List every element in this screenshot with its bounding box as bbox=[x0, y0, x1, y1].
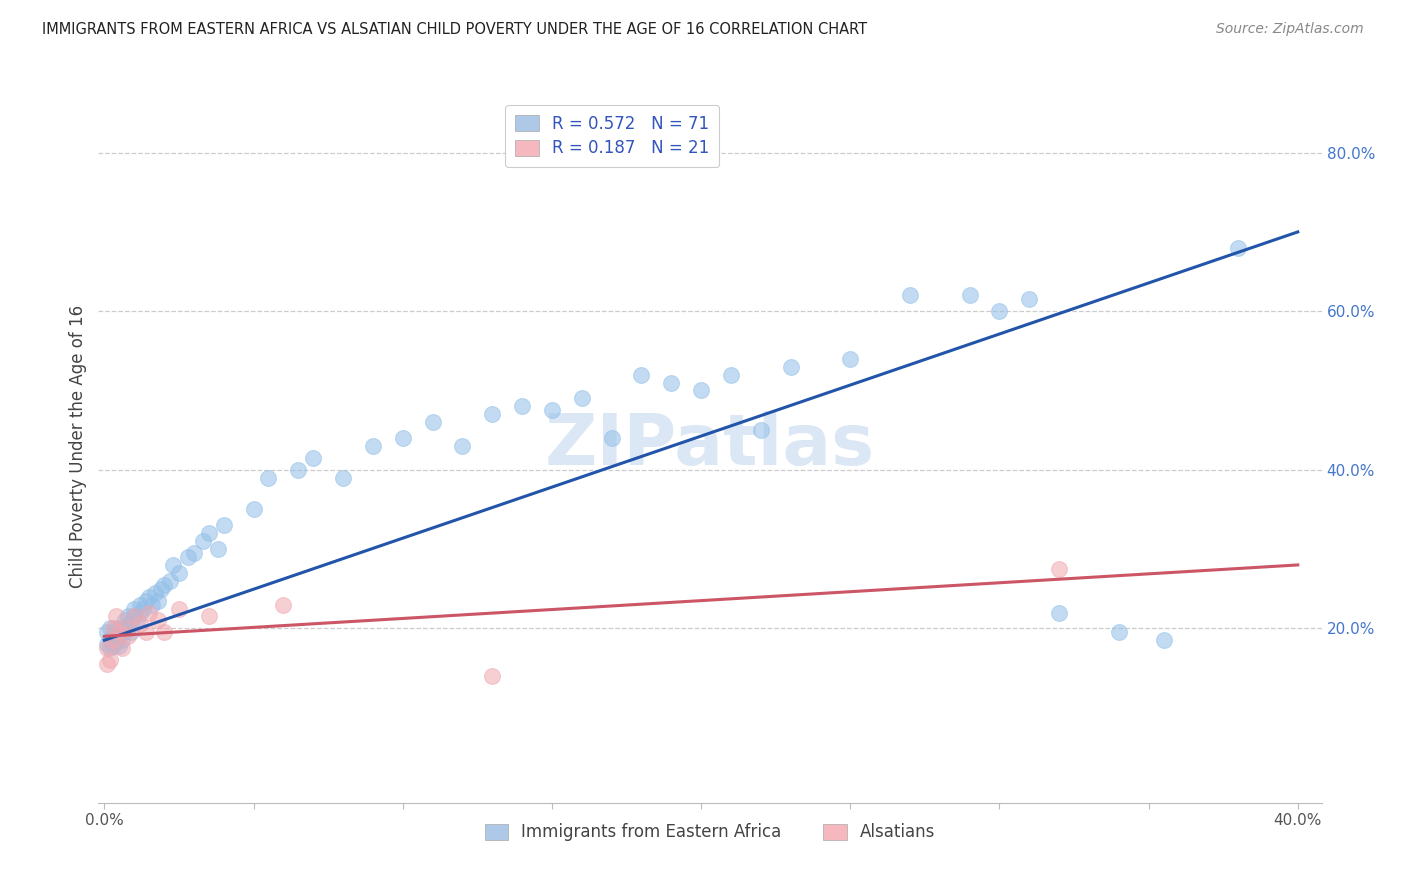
Point bbox=[120, 615, 142, 629]
Point bbox=[111, 641, 134, 656]
Point bbox=[96, 657, 118, 671]
Point bbox=[146, 614, 169, 628]
Point bbox=[630, 368, 652, 382]
Point bbox=[135, 625, 157, 640]
Point bbox=[108, 625, 131, 640]
Point bbox=[143, 585, 166, 599]
Point bbox=[98, 633, 121, 648]
Point bbox=[720, 368, 742, 382]
Point bbox=[103, 629, 125, 643]
Point bbox=[103, 639, 125, 653]
Point bbox=[273, 598, 295, 612]
Point bbox=[332, 471, 354, 485]
Point bbox=[510, 400, 533, 414]
Point bbox=[117, 629, 139, 643]
Point bbox=[146, 593, 169, 607]
Point bbox=[114, 614, 136, 628]
Point bbox=[162, 558, 184, 572]
Point bbox=[153, 625, 176, 640]
Point bbox=[302, 450, 325, 465]
Point bbox=[105, 635, 128, 649]
Point bbox=[988, 304, 1011, 318]
Point bbox=[103, 633, 125, 648]
Point bbox=[361, 439, 384, 453]
Text: Source: ZipAtlas.com: Source: ZipAtlas.com bbox=[1216, 22, 1364, 37]
Point bbox=[959, 288, 981, 302]
Point bbox=[108, 625, 131, 640]
Point bbox=[114, 625, 136, 640]
Text: IMMIGRANTS FROM EASTERN AFRICA VS ALSATIAN CHILD POVERTY UNDER THE AGE OF 16 COR: IMMIGRANTS FROM EASTERN AFRICA VS ALSATI… bbox=[42, 22, 868, 37]
Point bbox=[129, 598, 152, 612]
Point bbox=[659, 376, 682, 390]
Point bbox=[103, 621, 125, 635]
Point bbox=[122, 609, 145, 624]
Point bbox=[111, 621, 134, 635]
Point bbox=[138, 606, 160, 620]
Point bbox=[105, 609, 128, 624]
Text: ZIPatlas: ZIPatlas bbox=[546, 411, 875, 481]
Point bbox=[422, 415, 444, 429]
Point bbox=[96, 641, 118, 656]
Point bbox=[571, 392, 593, 406]
Point bbox=[129, 606, 152, 620]
Point bbox=[183, 546, 205, 560]
Point bbox=[1153, 633, 1175, 648]
Legend: Immigrants from Eastern Africa, Alsatians: Immigrants from Eastern Africa, Alsatian… bbox=[478, 817, 942, 848]
Point bbox=[1047, 606, 1070, 620]
Point bbox=[108, 639, 131, 653]
Point bbox=[127, 614, 149, 628]
Point bbox=[108, 629, 131, 643]
Point bbox=[1047, 562, 1070, 576]
Point bbox=[114, 621, 136, 635]
Point bbox=[600, 431, 623, 445]
Y-axis label: Child Poverty Under the Age of 16: Child Poverty Under the Age of 16 bbox=[69, 304, 87, 588]
Point bbox=[122, 609, 145, 624]
Point bbox=[839, 351, 862, 366]
Point bbox=[159, 574, 181, 588]
Point bbox=[898, 288, 921, 302]
Point bbox=[451, 439, 474, 453]
Point bbox=[153, 578, 176, 592]
Point bbox=[122, 601, 145, 615]
Point bbox=[96, 637, 118, 651]
Point bbox=[287, 463, 309, 477]
Point bbox=[120, 625, 142, 640]
Point bbox=[198, 526, 221, 541]
Point bbox=[1227, 241, 1250, 255]
Point bbox=[481, 407, 503, 421]
Point bbox=[98, 653, 121, 667]
Point bbox=[690, 384, 713, 398]
Point bbox=[779, 359, 801, 374]
Point bbox=[129, 617, 152, 632]
Point bbox=[167, 601, 190, 615]
Point bbox=[242, 502, 264, 516]
Point bbox=[1108, 625, 1130, 640]
Point bbox=[257, 471, 280, 485]
Point bbox=[135, 593, 157, 607]
Point bbox=[541, 403, 564, 417]
Point bbox=[1018, 293, 1040, 307]
Point bbox=[212, 518, 235, 533]
Point bbox=[96, 625, 118, 640]
Point bbox=[105, 621, 128, 635]
Point bbox=[198, 609, 221, 624]
Point bbox=[98, 621, 121, 635]
Point bbox=[177, 549, 200, 564]
Point bbox=[150, 582, 173, 596]
Point bbox=[117, 621, 139, 635]
Point bbox=[481, 669, 503, 683]
Point bbox=[391, 431, 413, 445]
Point bbox=[132, 601, 155, 615]
Point bbox=[207, 542, 229, 557]
Point bbox=[141, 598, 163, 612]
Point bbox=[98, 641, 121, 656]
Point bbox=[138, 590, 160, 604]
Point bbox=[191, 534, 214, 549]
Point bbox=[117, 609, 139, 624]
Point bbox=[749, 423, 772, 437]
Point bbox=[111, 633, 134, 648]
Point bbox=[167, 566, 190, 580]
